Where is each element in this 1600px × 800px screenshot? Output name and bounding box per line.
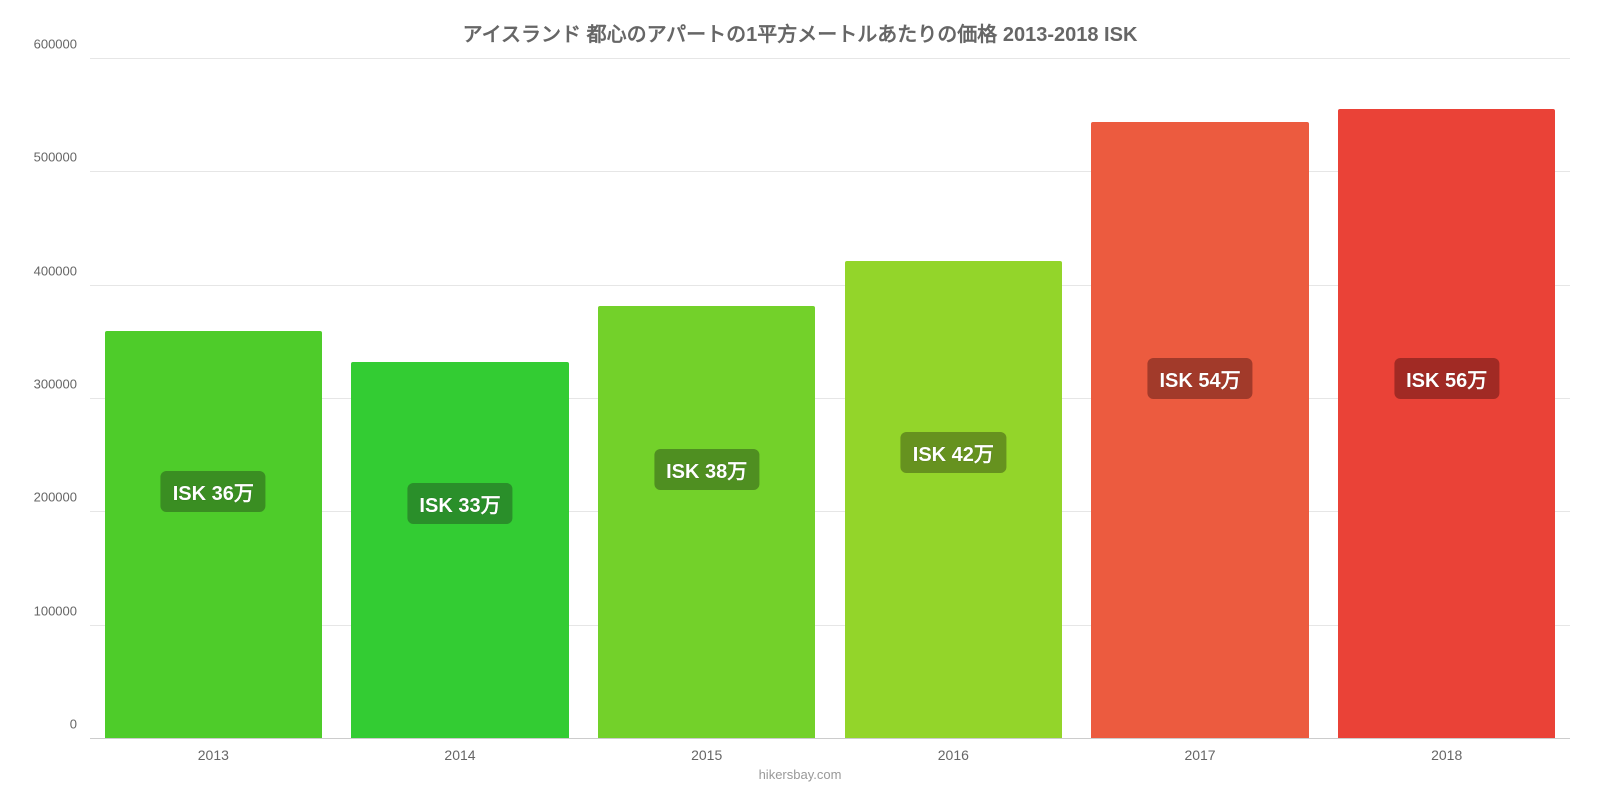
x-tick-label: 2013 — [90, 747, 337, 763]
y-tick-label: 400000 — [34, 263, 77, 278]
bar: ISK 42万 — [845, 261, 1062, 739]
y-tick-label: 500000 — [34, 150, 77, 165]
bars-row: ISK 36万 ISK 33万 ISK 38万 ISK 42万 ISK 54万 ISK 5… — [90, 59, 1570, 739]
attribution: hikersbay.com — [20, 763, 1580, 782]
bar-value-label: ISK 54万 — [1147, 358, 1252, 399]
bar: ISK 38万 — [598, 306, 815, 739]
chart-container: アイスランド 都心のアパートの1平方メートルあたりの価格 2013-2018 I… — [0, 0, 1600, 800]
y-tick-label: 100000 — [34, 603, 77, 618]
x-tick-label: 2018 — [1323, 747, 1570, 763]
bar-slot: ISK 36万 — [90, 59, 337, 739]
plot-area: 0100000200000300000400000500000600000 IS… — [90, 59, 1570, 739]
x-tick-label: 2014 — [337, 747, 584, 763]
y-tick-label: 200000 — [34, 490, 77, 505]
x-tick-label: 2017 — [1077, 747, 1324, 763]
bar-value-label: ISK 33万 — [407, 483, 512, 524]
y-tick-label: 300000 — [34, 377, 77, 392]
bar-slot: ISK 54万 — [1077, 59, 1324, 739]
bar-value-label: ISK 38万 — [654, 449, 759, 490]
y-tick-label: 0 — [70, 717, 77, 732]
bar-slot: ISK 38万 — [583, 59, 830, 739]
bar-slot: ISK 56万 — [1323, 59, 1570, 739]
bar: ISK 56万 — [1338, 109, 1555, 739]
y-axis: 0100000200000300000400000500000600000 — [20, 59, 85, 739]
bar-value-label: ISK 56万 — [1394, 358, 1499, 399]
bar-slot: ISK 42万 — [830, 59, 1077, 739]
bar: ISK 36万 — [105, 331, 322, 739]
chart-title: アイスランド 都心のアパートの1平方メートルあたりの価格 2013-2018 I… — [20, 10, 1580, 59]
x-tick-label: 2016 — [830, 747, 1077, 763]
bar: ISK 54万 — [1091, 122, 1308, 739]
bar-value-label: ISK 42万 — [901, 432, 1006, 473]
bar: ISK 33万 — [351, 362, 568, 739]
x-tick-label: 2015 — [583, 747, 830, 763]
x-axis: 201320142015201620172018 — [90, 739, 1570, 763]
bar-value-label: ISK 36万 — [161, 471, 266, 512]
bar-slot: ISK 33万 — [337, 59, 584, 739]
y-tick-label: 600000 — [34, 37, 77, 52]
